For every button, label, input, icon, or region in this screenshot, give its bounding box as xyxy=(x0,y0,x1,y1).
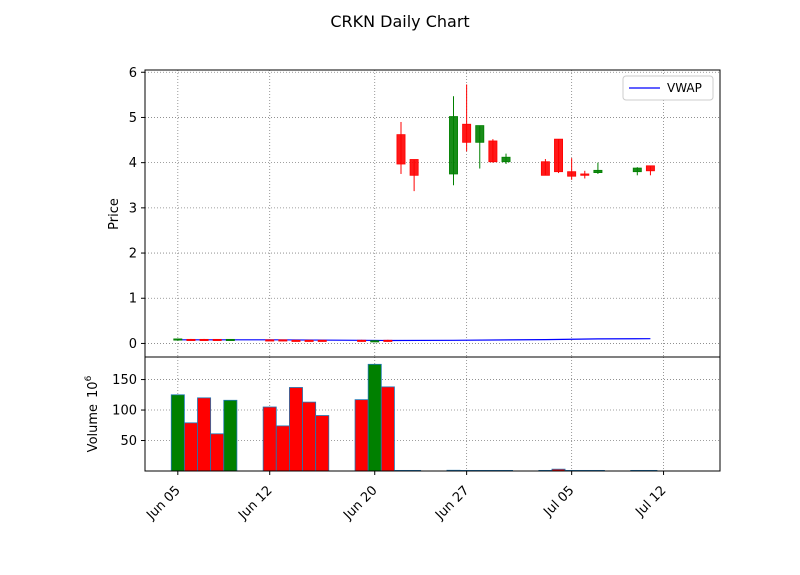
candle-body xyxy=(278,339,288,342)
candle-body xyxy=(291,339,301,342)
volume-bar xyxy=(197,397,212,472)
price-tick-label: 4 xyxy=(129,156,137,171)
candle-body xyxy=(645,165,655,172)
candle-body xyxy=(370,340,380,343)
volume-bar xyxy=(262,406,277,472)
volume-bar xyxy=(183,422,198,472)
volume-panel-background xyxy=(145,357,720,471)
legend-vwap-label: VWAP xyxy=(667,81,702,95)
volume-bar xyxy=(170,394,185,472)
candle-body xyxy=(225,338,235,341)
volume-bar xyxy=(289,387,303,472)
candle-body xyxy=(265,339,275,342)
candle-body xyxy=(580,173,590,176)
price-panel-background xyxy=(145,70,720,357)
candle-body xyxy=(186,338,196,341)
price-tick-label: 3 xyxy=(129,201,137,216)
candle-body xyxy=(475,125,485,143)
volume-scale-exponent: 6 xyxy=(84,375,94,381)
legend: VWAP xyxy=(622,75,714,101)
candle-body xyxy=(567,171,577,177)
volume-axis-label-text: Volume xyxy=(86,404,101,452)
volume-bar xyxy=(210,433,225,472)
volume-bar xyxy=(315,415,330,472)
volume-tick-label: 100 xyxy=(112,404,137,419)
price-tick-label: 5 xyxy=(129,111,137,126)
candle-body xyxy=(449,116,458,175)
candle-body xyxy=(396,134,406,165)
candles-layer xyxy=(173,84,655,343)
candle-body xyxy=(632,167,642,173)
candle-body xyxy=(317,339,327,342)
volume-axis-label: Volume 106 xyxy=(84,375,101,452)
volume-bar xyxy=(380,386,395,472)
volume-bar xyxy=(354,399,369,472)
candle-body xyxy=(554,138,563,173)
candle-body xyxy=(304,339,314,342)
volume-bars-layer xyxy=(170,363,658,472)
candle-body xyxy=(462,123,472,143)
candle-body xyxy=(540,161,550,176)
volume-scale-base: 10 xyxy=(86,381,101,398)
chart-title: CRKN Daily Chart xyxy=(330,12,469,31)
volume-tick-label: 50 xyxy=(120,434,137,449)
volume-bar xyxy=(223,399,238,472)
price-tick-label: 6 xyxy=(129,66,137,81)
candle-body xyxy=(501,156,511,163)
price-tick-label: 0 xyxy=(129,337,137,352)
legend-box xyxy=(622,75,714,101)
candle-body xyxy=(199,338,209,341)
candle-body xyxy=(409,159,419,176)
price-axis-label: Price xyxy=(107,198,122,230)
volume-y-axis: 50 100 150 xyxy=(112,373,145,449)
candle-body xyxy=(173,338,183,341)
price-tick-label: 2 xyxy=(129,247,137,262)
volume-bar xyxy=(367,363,382,472)
volume-bar xyxy=(275,425,290,472)
candle-body xyxy=(212,338,222,341)
volume-panel-frame xyxy=(144,356,721,472)
price-y-axis: 0 1 2 3 4 5 6 xyxy=(129,66,145,352)
price-tick-label: 1 xyxy=(129,292,137,307)
candle-body xyxy=(593,169,603,173)
candle-body xyxy=(357,339,367,342)
candle-body xyxy=(488,140,498,163)
volume-bar xyxy=(302,401,317,472)
candle-body xyxy=(383,339,393,342)
volume-tick-label: 150 xyxy=(112,373,137,388)
